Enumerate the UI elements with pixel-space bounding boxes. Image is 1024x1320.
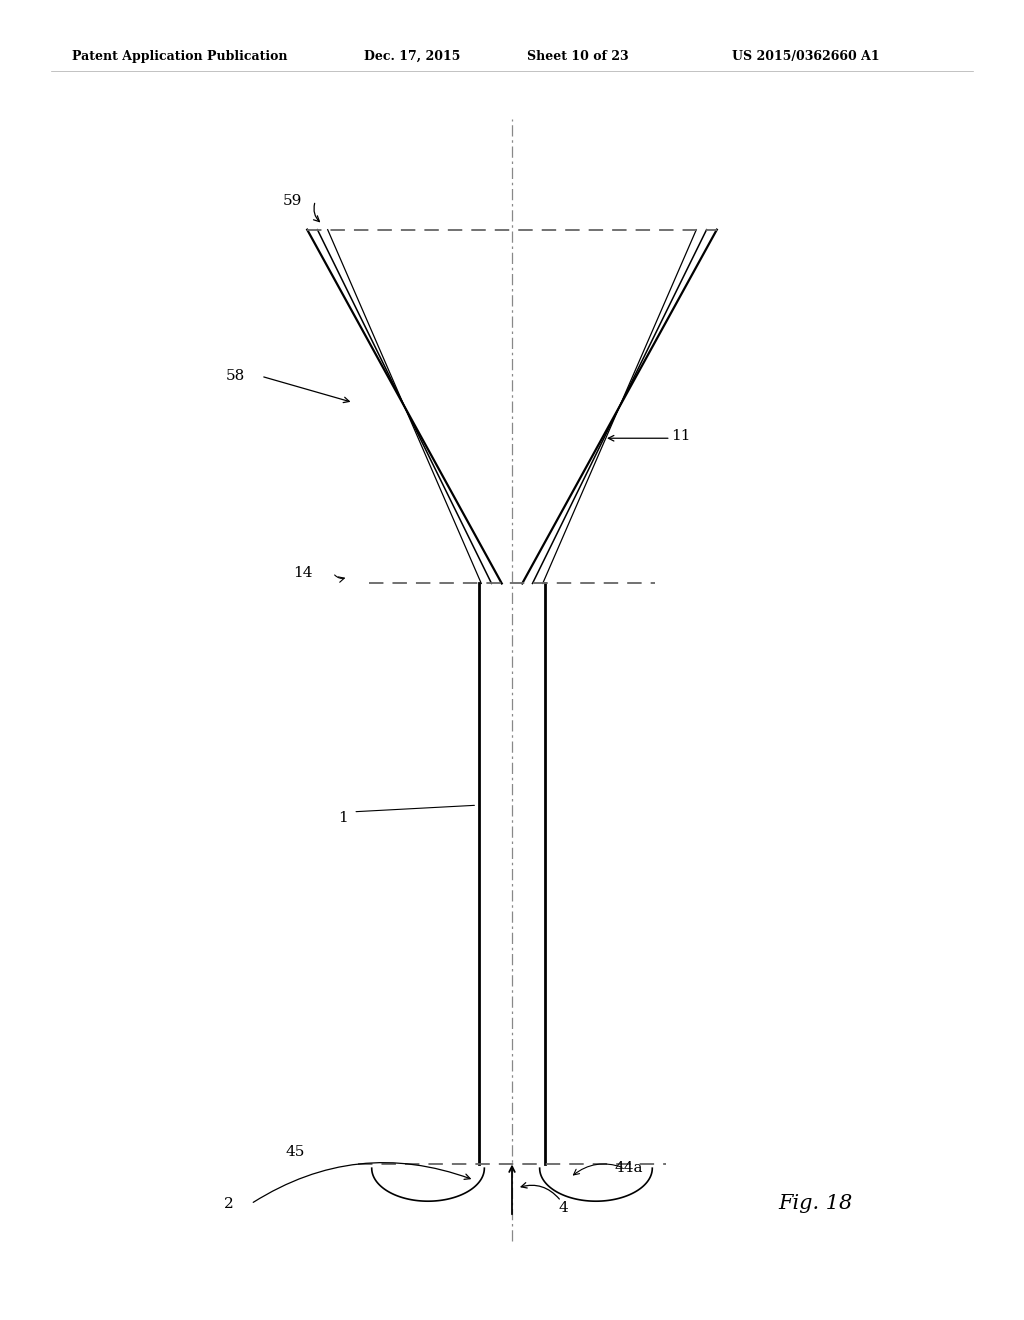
Text: 11: 11 [671,429,690,442]
Text: Fig. 18: Fig. 18 [778,1195,853,1213]
Text: Dec. 17, 2015: Dec. 17, 2015 [364,50,460,63]
Text: 4: 4 [558,1201,568,1214]
Text: 59: 59 [283,194,302,207]
Text: 2: 2 [223,1197,233,1210]
Text: 45: 45 [286,1146,305,1159]
Text: US 2015/0362660 A1: US 2015/0362660 A1 [732,50,880,63]
Text: 44a: 44a [614,1162,643,1175]
Text: 58: 58 [225,370,245,383]
Text: Patent Application Publication: Patent Application Publication [72,50,287,63]
Text: Sheet 10 of 23: Sheet 10 of 23 [527,50,629,63]
Text: 1: 1 [338,812,348,825]
Text: 14: 14 [293,566,312,579]
